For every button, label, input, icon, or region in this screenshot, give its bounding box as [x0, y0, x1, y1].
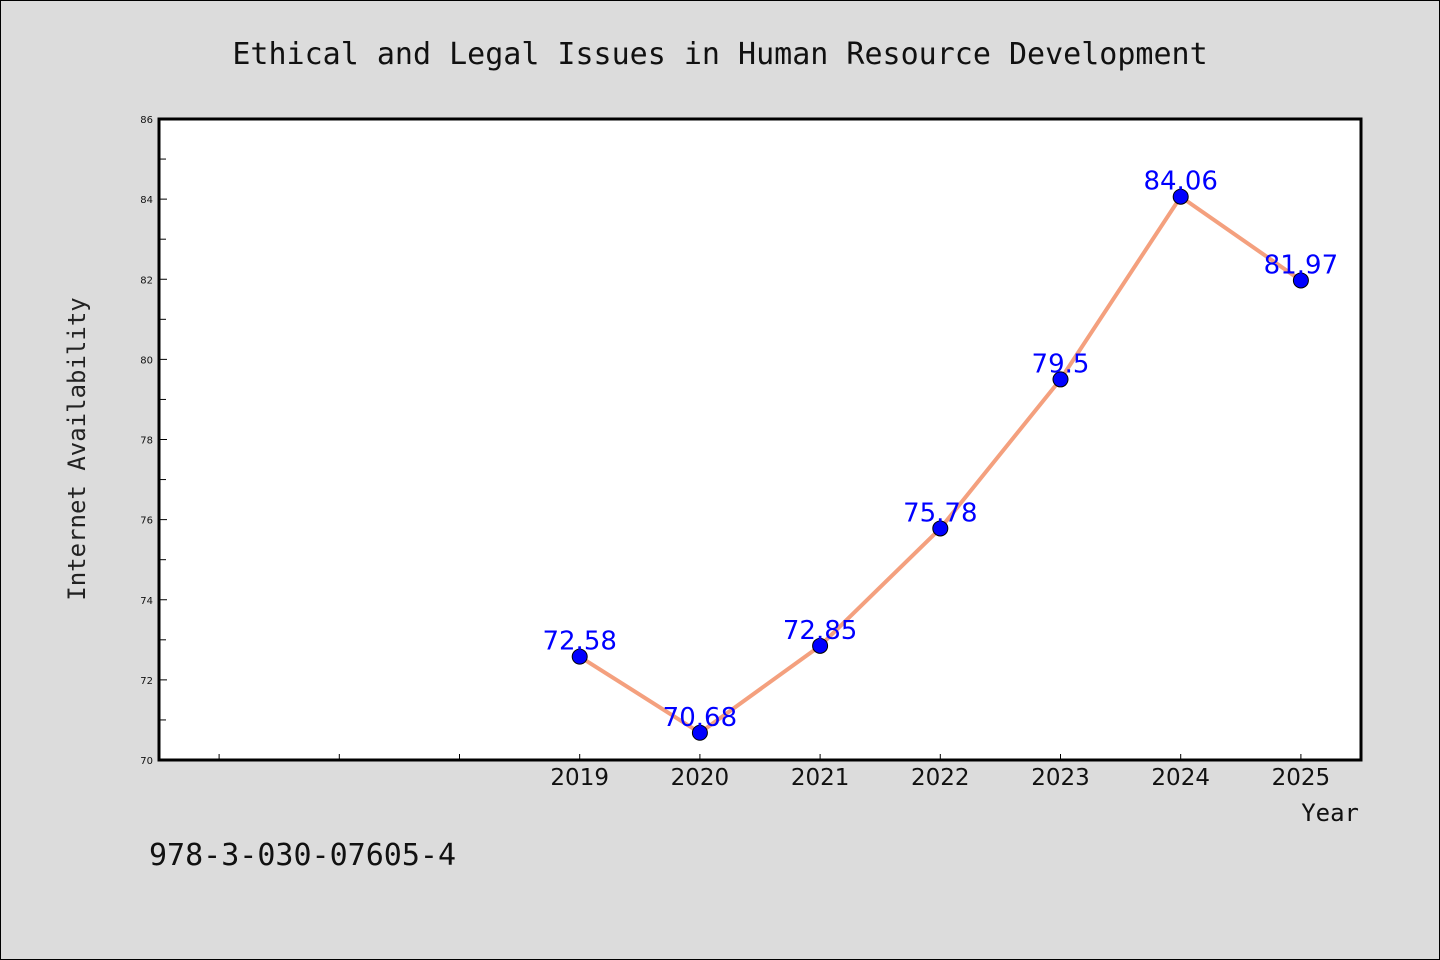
y-tick-label: 78: [140, 436, 153, 447]
x-axis: 2019 2020 2021 2022 2023 2024 2025: [550, 765, 1330, 791]
y-axis-label: Internet Availability: [63, 297, 91, 600]
isbn-text: 978-3-030-07605-4: [149, 838, 456, 873]
x-tick-label: 2020: [671, 765, 730, 791]
y-tick-label: 76: [140, 516, 153, 527]
data-point: [1052, 371, 1069, 388]
y-tick-label: 84: [140, 195, 153, 206]
x-axis-label: Year: [1301, 799, 1359, 827]
x-tick-label: 2025: [1272, 765, 1331, 791]
data-label: 75.78: [903, 498, 977, 528]
x-tick-label: 2024: [1151, 765, 1210, 791]
data-point: [932, 520, 949, 537]
data-label: 81.97: [1264, 250, 1338, 280]
data-point: [812, 637, 829, 654]
data-point: [691, 724, 708, 741]
data-label: 72.58: [542, 627, 616, 657]
x-tick-label: 2023: [1031, 765, 1090, 791]
x-tick-label: 2022: [911, 765, 970, 791]
x-tick-label: 2021: [791, 765, 850, 791]
data-point: [1172, 188, 1189, 205]
y-tick-label: 86: [140, 115, 153, 126]
series-markers: [571, 188, 1309, 741]
y-tick-label: 70: [140, 756, 153, 767]
plot-area: [157, 117, 1363, 762]
y-tick-label: 80: [140, 355, 153, 366]
x-tick-label: 2019: [550, 765, 609, 791]
axis-ticks: [159, 118, 1302, 761]
data-point: [571, 648, 588, 665]
y-tick-label: 82: [140, 275, 153, 286]
y-tick-label: 74: [140, 596, 153, 607]
chart-title: Ethical and Legal Issues in Human Resour…: [232, 37, 1207, 72]
data-label: 72.85: [783, 616, 857, 646]
data-point: [1292, 272, 1309, 289]
data-label: 79.5: [1032, 349, 1090, 379]
data-labels: 72.58 70.68 72.85 75.78 79.5 84.06 81.97: [542, 167, 1338, 733]
y-axis: 70 72 74 76 78 80 82 84 86: [140, 115, 153, 767]
data-label: 70.68: [663, 703, 737, 733]
y-tick-label: 72: [140, 676, 153, 687]
data-label: 84.06: [1143, 167, 1217, 197]
